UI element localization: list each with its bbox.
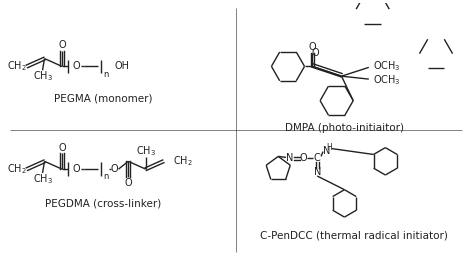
Text: O: O [125,178,132,188]
Text: CH$_2$: CH$_2$ [7,162,27,176]
Text: CH$_2$: CH$_2$ [7,60,27,73]
Text: OH: OH [115,61,129,72]
Text: C: C [314,153,320,163]
Text: N: N [286,153,293,163]
Text: O: O [309,42,316,52]
Text: O: O [311,48,319,58]
Text: O: O [58,143,66,153]
Text: CH$_3$: CH$_3$ [33,172,53,186]
Text: DMPA (photo-initiaitor): DMPA (photo-initiaitor) [285,123,404,133]
Text: CH$_3$: CH$_3$ [136,145,156,158]
Text: n: n [103,172,109,181]
Text: OCH$_3$: OCH$_3$ [373,73,401,87]
Text: O: O [73,164,81,174]
Text: PEGMA (monomer): PEGMA (monomer) [54,94,152,104]
Text: H: H [326,143,332,152]
Text: O: O [111,164,118,174]
Text: CH$_2$: CH$_2$ [173,154,193,168]
Text: O: O [73,61,81,72]
Text: O: O [58,40,66,50]
Text: OCH$_3$: OCH$_3$ [373,60,401,73]
Text: CH$_3$: CH$_3$ [33,69,53,83]
Text: O: O [300,153,307,163]
Text: N: N [313,167,321,177]
Text: PEGDMA (cross-linker): PEGDMA (cross-linker) [45,198,161,209]
Text: n: n [103,70,109,79]
Text: N: N [323,146,331,155]
Text: C-PenDCC (thermal radical initiator): C-PenDCC (thermal radical initiator) [260,231,448,241]
